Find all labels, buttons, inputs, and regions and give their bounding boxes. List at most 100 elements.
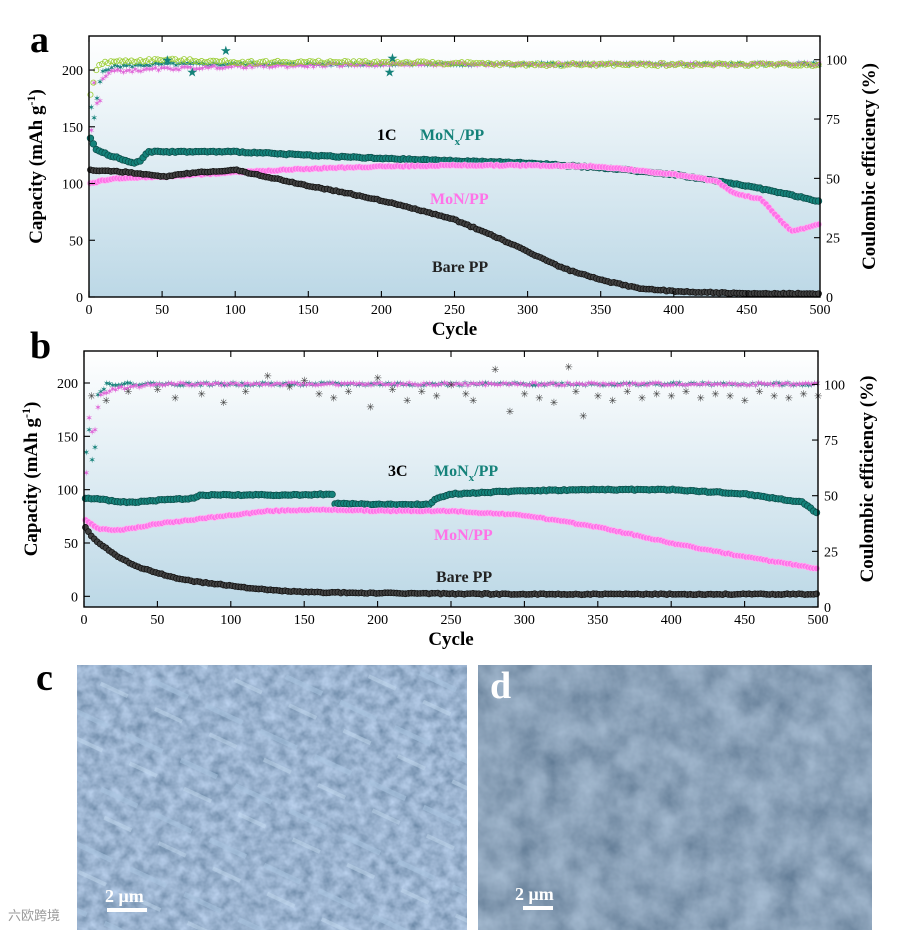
ce-point: ✶ xyxy=(219,65,227,75)
ce-point: ✶ xyxy=(649,60,657,70)
ce-point: ✶ xyxy=(459,61,467,71)
ce-point: ✶ xyxy=(725,61,733,71)
ce-point: ✶ xyxy=(541,61,549,71)
ce-point: ✶ xyxy=(664,381,672,391)
ce-point: ✶ xyxy=(87,127,95,137)
ce-point: ✶ xyxy=(544,60,552,70)
ce-point: ✶ xyxy=(88,456,96,466)
data-point xyxy=(328,490,336,499)
ce-point: ✶ xyxy=(303,381,311,391)
ce-point xyxy=(438,60,445,67)
ce-point: ✶ xyxy=(579,59,587,69)
ce-point: ✶ xyxy=(298,62,306,72)
y-tick-label: 0 xyxy=(71,590,78,605)
ce-point: ✶ xyxy=(787,381,795,391)
ce-point: ✶ xyxy=(127,380,135,390)
ce-point: ✶ xyxy=(742,61,750,71)
ce-point xyxy=(540,61,547,68)
ce-point xyxy=(803,62,810,69)
ce-point: ✶ xyxy=(402,381,410,391)
ce-point: ✶ xyxy=(152,64,160,74)
ce-point xyxy=(315,57,322,64)
ce-point: ✶ xyxy=(485,380,493,390)
ce-point xyxy=(637,60,644,67)
y2-tick-label: 25 xyxy=(824,545,838,560)
ce-point: ✶ xyxy=(324,61,332,71)
ce-point: ✶ xyxy=(629,379,637,389)
ce-point: ✶ xyxy=(704,60,712,70)
ce-point: ✶ xyxy=(187,64,195,74)
ce-point xyxy=(186,56,193,63)
ce-point xyxy=(236,60,243,67)
ce-point: ✶ xyxy=(717,380,725,390)
ce-point: ✳ xyxy=(785,394,793,405)
ce-point: ✶ xyxy=(91,444,99,454)
ce-point: ✶ xyxy=(711,380,719,390)
ce-point: ✶ xyxy=(263,61,271,71)
ce-point: ✶ xyxy=(634,381,642,391)
ce-point: ✶ xyxy=(520,380,528,390)
ce-point: ✶ xyxy=(109,381,117,391)
ce-point: ✶ xyxy=(415,61,423,71)
ce-point: ✶ xyxy=(379,381,387,391)
ce-point: ✶ xyxy=(801,61,809,71)
ce-point: ✶ xyxy=(496,381,504,391)
ce-point: ✶ xyxy=(320,380,328,390)
sem-rods-c xyxy=(77,665,467,930)
ce-point: ✶ xyxy=(335,380,343,390)
y2-tick-label: 50 xyxy=(824,490,838,505)
ce-point: ✶ xyxy=(187,60,195,70)
ce-point xyxy=(622,61,629,68)
capacity-series-2 xyxy=(87,166,822,298)
ce-point xyxy=(511,61,518,68)
ce-point: ✶ xyxy=(614,381,622,391)
ce-point xyxy=(488,60,495,67)
ce-point: ✶ xyxy=(245,61,253,71)
ce-point: ✶ xyxy=(646,60,654,70)
ce-point: ✶ xyxy=(367,381,375,391)
ce-point: ✶ xyxy=(292,62,300,72)
ce-point: ✶ xyxy=(237,60,245,70)
ce-point: ✶ xyxy=(634,61,642,71)
ce-point: ✶ xyxy=(535,381,543,391)
ce-point: ✶ xyxy=(690,62,698,72)
ce-point: ✶ xyxy=(558,379,566,389)
ce-point xyxy=(710,62,717,69)
ce-point: ✶ xyxy=(655,61,663,71)
ce-point xyxy=(450,60,457,67)
ce-point: ✶ xyxy=(743,381,751,391)
ce-point: ✶ xyxy=(417,381,425,391)
ce-point: ✶ xyxy=(599,380,607,390)
ce-point: ✶ xyxy=(491,61,499,71)
ce-point: ✶ xyxy=(316,60,324,70)
ce-point xyxy=(169,55,176,62)
ce-point: ✶ xyxy=(185,382,193,392)
x-tick-label: 100 xyxy=(225,303,246,318)
ce-point xyxy=(137,57,144,64)
ce-point: ✶ xyxy=(132,382,140,392)
x-tick-label: 300 xyxy=(517,303,538,318)
ce-point: ✶ xyxy=(626,381,634,391)
ce-point: ✶ xyxy=(193,59,201,69)
ce-point: ✶ xyxy=(549,380,557,390)
y2-tick-label: 75 xyxy=(824,434,838,449)
ce-point: ✶ xyxy=(166,65,174,75)
ce-point xyxy=(254,60,261,67)
ce-point: ✶ xyxy=(452,380,460,390)
ce-point: ✶ xyxy=(171,380,179,390)
ce-point: ✶ xyxy=(332,380,340,390)
ce-point: ✶ xyxy=(655,380,663,390)
ce-point: ✶ xyxy=(254,61,262,71)
ce-point: ✶ xyxy=(652,379,660,389)
ce-point: ✶ xyxy=(790,380,798,390)
ce-point: ✶ xyxy=(191,382,199,392)
ce-point xyxy=(216,58,223,65)
ce-point: ✶ xyxy=(324,59,332,69)
ce-point: ✶ xyxy=(743,381,751,391)
ce-point: ✶ xyxy=(120,62,128,72)
ce-point: ✶ xyxy=(362,62,370,72)
ce-point: ✶ xyxy=(786,61,794,71)
ce-point xyxy=(461,60,468,67)
ce-point: ✶ xyxy=(379,381,387,391)
ce-point: ✶ xyxy=(213,65,221,75)
